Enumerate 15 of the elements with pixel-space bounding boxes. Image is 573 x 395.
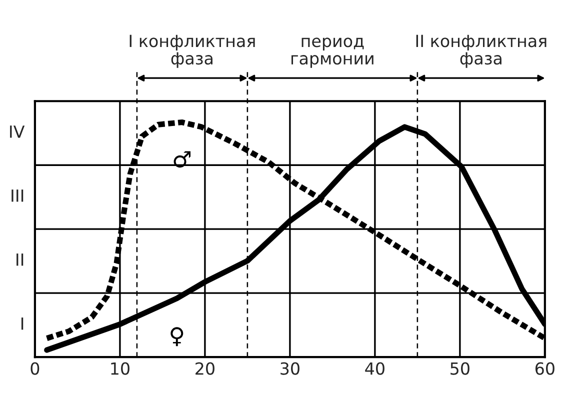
text: I: [21, 318, 24, 330]
x-tick-label: 30: [280, 362, 300, 375]
x-tick-label: 20: [196, 362, 214, 375]
text: IV: [10, 126, 25, 138]
x-tick-label: 10: [111, 362, 130, 375]
text: II: [16, 254, 24, 266]
x-tick-label: 40: [365, 362, 384, 375]
x-tick-label: 50: [450, 362, 470, 375]
x-tick-label: 60: [535, 362, 554, 375]
text: период гармонии: [292, 38, 374, 68]
text: II конфликтная фаза: [416, 34, 546, 68]
x-tick-label: 0: [30, 362, 40, 375]
text: III: [12, 190, 24, 202]
text: I конфликтная фаза: [130, 34, 255, 68]
series-label: ♀: [170, 327, 184, 346]
